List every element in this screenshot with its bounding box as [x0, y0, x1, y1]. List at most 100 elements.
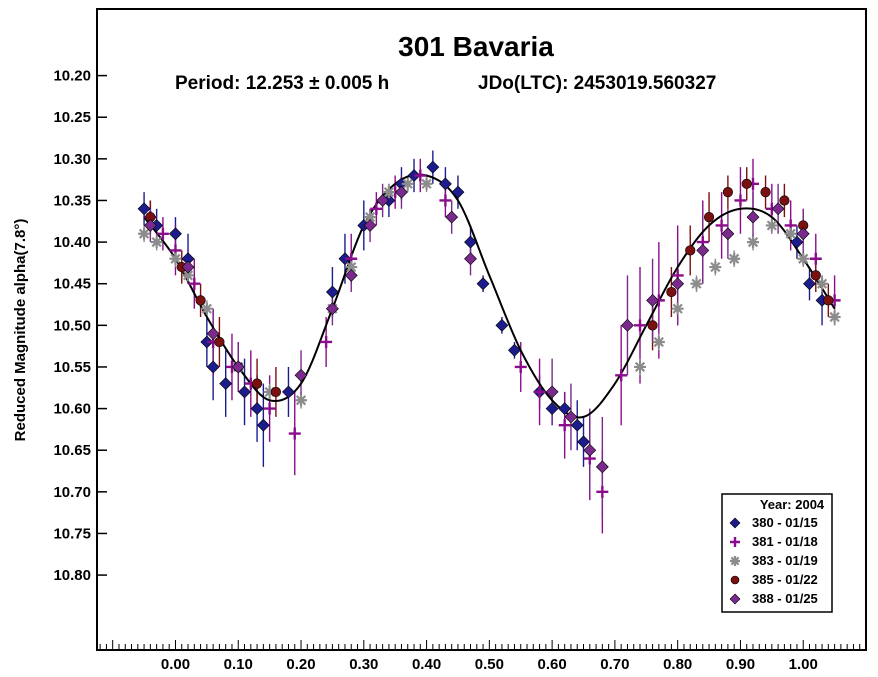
data-point-series-1 [715, 219, 728, 232]
data-point-series-1 [615, 369, 628, 382]
x-tick-label: 0.00 [161, 656, 190, 673]
data-point-series-3 [214, 336, 225, 348]
data-point-series-0 [803, 277, 816, 291]
data-point-series-1 [558, 419, 571, 432]
data-point-series-2 [765, 219, 778, 232]
data-point-series-4 [595, 460, 609, 474]
data-point-series-4 [395, 185, 408, 199]
data-point-series-4 [771, 202, 785, 216]
data-point-series-0 [577, 435, 590, 449]
data-point-series-1 [514, 360, 527, 373]
data-point-series-0 [790, 235, 804, 249]
data-point-series-0 [545, 402, 559, 416]
period-label: Period: 12.253 ± 0.005 h [175, 73, 389, 94]
x-tick-label: 0.40 [412, 656, 441, 673]
data-point-series-0 [238, 385, 251, 399]
data-point-series-2 [401, 177, 414, 190]
y-tick-label: 10.30 [53, 151, 91, 168]
data-point-series-0 [282, 385, 295, 399]
data-point-series-1 [288, 427, 301, 440]
data-point-series-3 [741, 178, 752, 189]
data-point-series-3 [685, 245, 696, 256]
legend-marker [730, 556, 740, 566]
data-point-series-0 [219, 377, 233, 391]
data-point-series-2 [420, 177, 433, 190]
x-tick-label: 0.80 [663, 656, 692, 673]
data-point-series-1 [414, 169, 427, 182]
x-tick-label: 0.50 [475, 656, 504, 673]
y-tick-label: 10.75 [53, 525, 91, 542]
data-point-series-0 [137, 202, 151, 216]
data-point-series-2 [728, 252, 741, 265]
y-tick-label: 10.50 [53, 317, 91, 334]
y-tick-label: 10.80 [53, 567, 91, 584]
data-point-series-1 [263, 402, 276, 415]
data-point-series-2 [652, 335, 665, 348]
data-point-series-3 [722, 187, 733, 198]
data-point-series-2 [671, 302, 684, 315]
legend-marker [730, 537, 740, 547]
data-point-series-0 [558, 402, 572, 416]
data-point-series-1 [320, 335, 333, 348]
data-point-series-2 [690, 277, 703, 290]
data-point-series-0 [256, 418, 270, 432]
chart-title: 301 Bavaria [398, 31, 554, 62]
data-point-series-1 [634, 319, 647, 332]
x-tick-label: 0.90 [726, 656, 755, 673]
data-point-series-3 [666, 286, 677, 298]
data-point-series-2 [797, 252, 810, 265]
data-point-series-1 [533, 385, 546, 398]
legend: Year: 2004 380 - 01/15 381 - 01/18 383 - 0… [721, 493, 833, 613]
data-point-series-0 [495, 318, 509, 332]
epoch-label: JDo(LTC): 2453019.560327 [478, 73, 716, 94]
legend-box [721, 493, 833, 613]
legend-marker [730, 575, 740, 585]
legend-entry-label: 383 - 01/19 [752, 553, 818, 568]
data-point-series-4 [294, 368, 308, 382]
data-point-series-0 [250, 402, 264, 416]
data-point-series-2 [182, 269, 195, 282]
data-point-series-3 [647, 320, 658, 331]
data-point-series-2 [828, 311, 841, 324]
data-markers [137, 160, 841, 498]
data-point-series-3 [823, 295, 834, 306]
data-point-series-4 [564, 410, 578, 424]
data-point-series-4 [796, 227, 810, 241]
data-point-series-2 [295, 394, 308, 407]
data-point-series-0 [451, 185, 465, 199]
y-tick-label: 10.45 [53, 276, 91, 293]
data-point-series-0 [206, 360, 220, 374]
data-point-series-1 [188, 277, 201, 290]
y-tick-label: 10.60 [53, 401, 91, 418]
data-point-series-2 [747, 236, 760, 249]
data-point-series-4 [181, 260, 195, 274]
x-tick-label: 0.70 [600, 656, 629, 673]
data-point-series-2 [200, 302, 213, 315]
data-point-series-1 [596, 485, 609, 498]
x-axis: 0.00 0.10 0.20 0.30 0.40 0.50 0.60 0.70 0.80 0.90… [99, 640, 867, 673]
data-point-series-1 [809, 252, 822, 265]
data-point-series-2 [345, 261, 358, 274]
y-tick-label: 10.70 [53, 484, 91, 501]
x-tick-label: 0.20 [286, 656, 315, 673]
data-point-series-2 [816, 277, 829, 290]
legend-marker [729, 593, 741, 605]
data-point-series-4 [231, 360, 245, 374]
data-point-series-0 [325, 285, 339, 299]
data-point-series-4 [545, 385, 559, 399]
data-point-series-3 [251, 378, 263, 389]
data-point-series-4 [746, 210, 760, 224]
data-point-series-4 [464, 252, 477, 266]
data-point-series-4 [206, 327, 220, 341]
legend-title: Year: 2004 [760, 497, 825, 512]
data-point-series-2 [784, 227, 797, 240]
legend-marker [729, 517, 741, 529]
data-point-series-4 [621, 318, 634, 332]
data-point-series-2 [364, 211, 377, 224]
data-point-series-0 [200, 335, 214, 349]
legend-items: 380 - 01/15 381 - 01/18 383 - 01/19 385 - 0… [729, 515, 818, 606]
data-point-series-0 [438, 177, 452, 191]
y-tick-label: 10.20 [53, 68, 91, 85]
data-point-series-3 [270, 386, 282, 398]
